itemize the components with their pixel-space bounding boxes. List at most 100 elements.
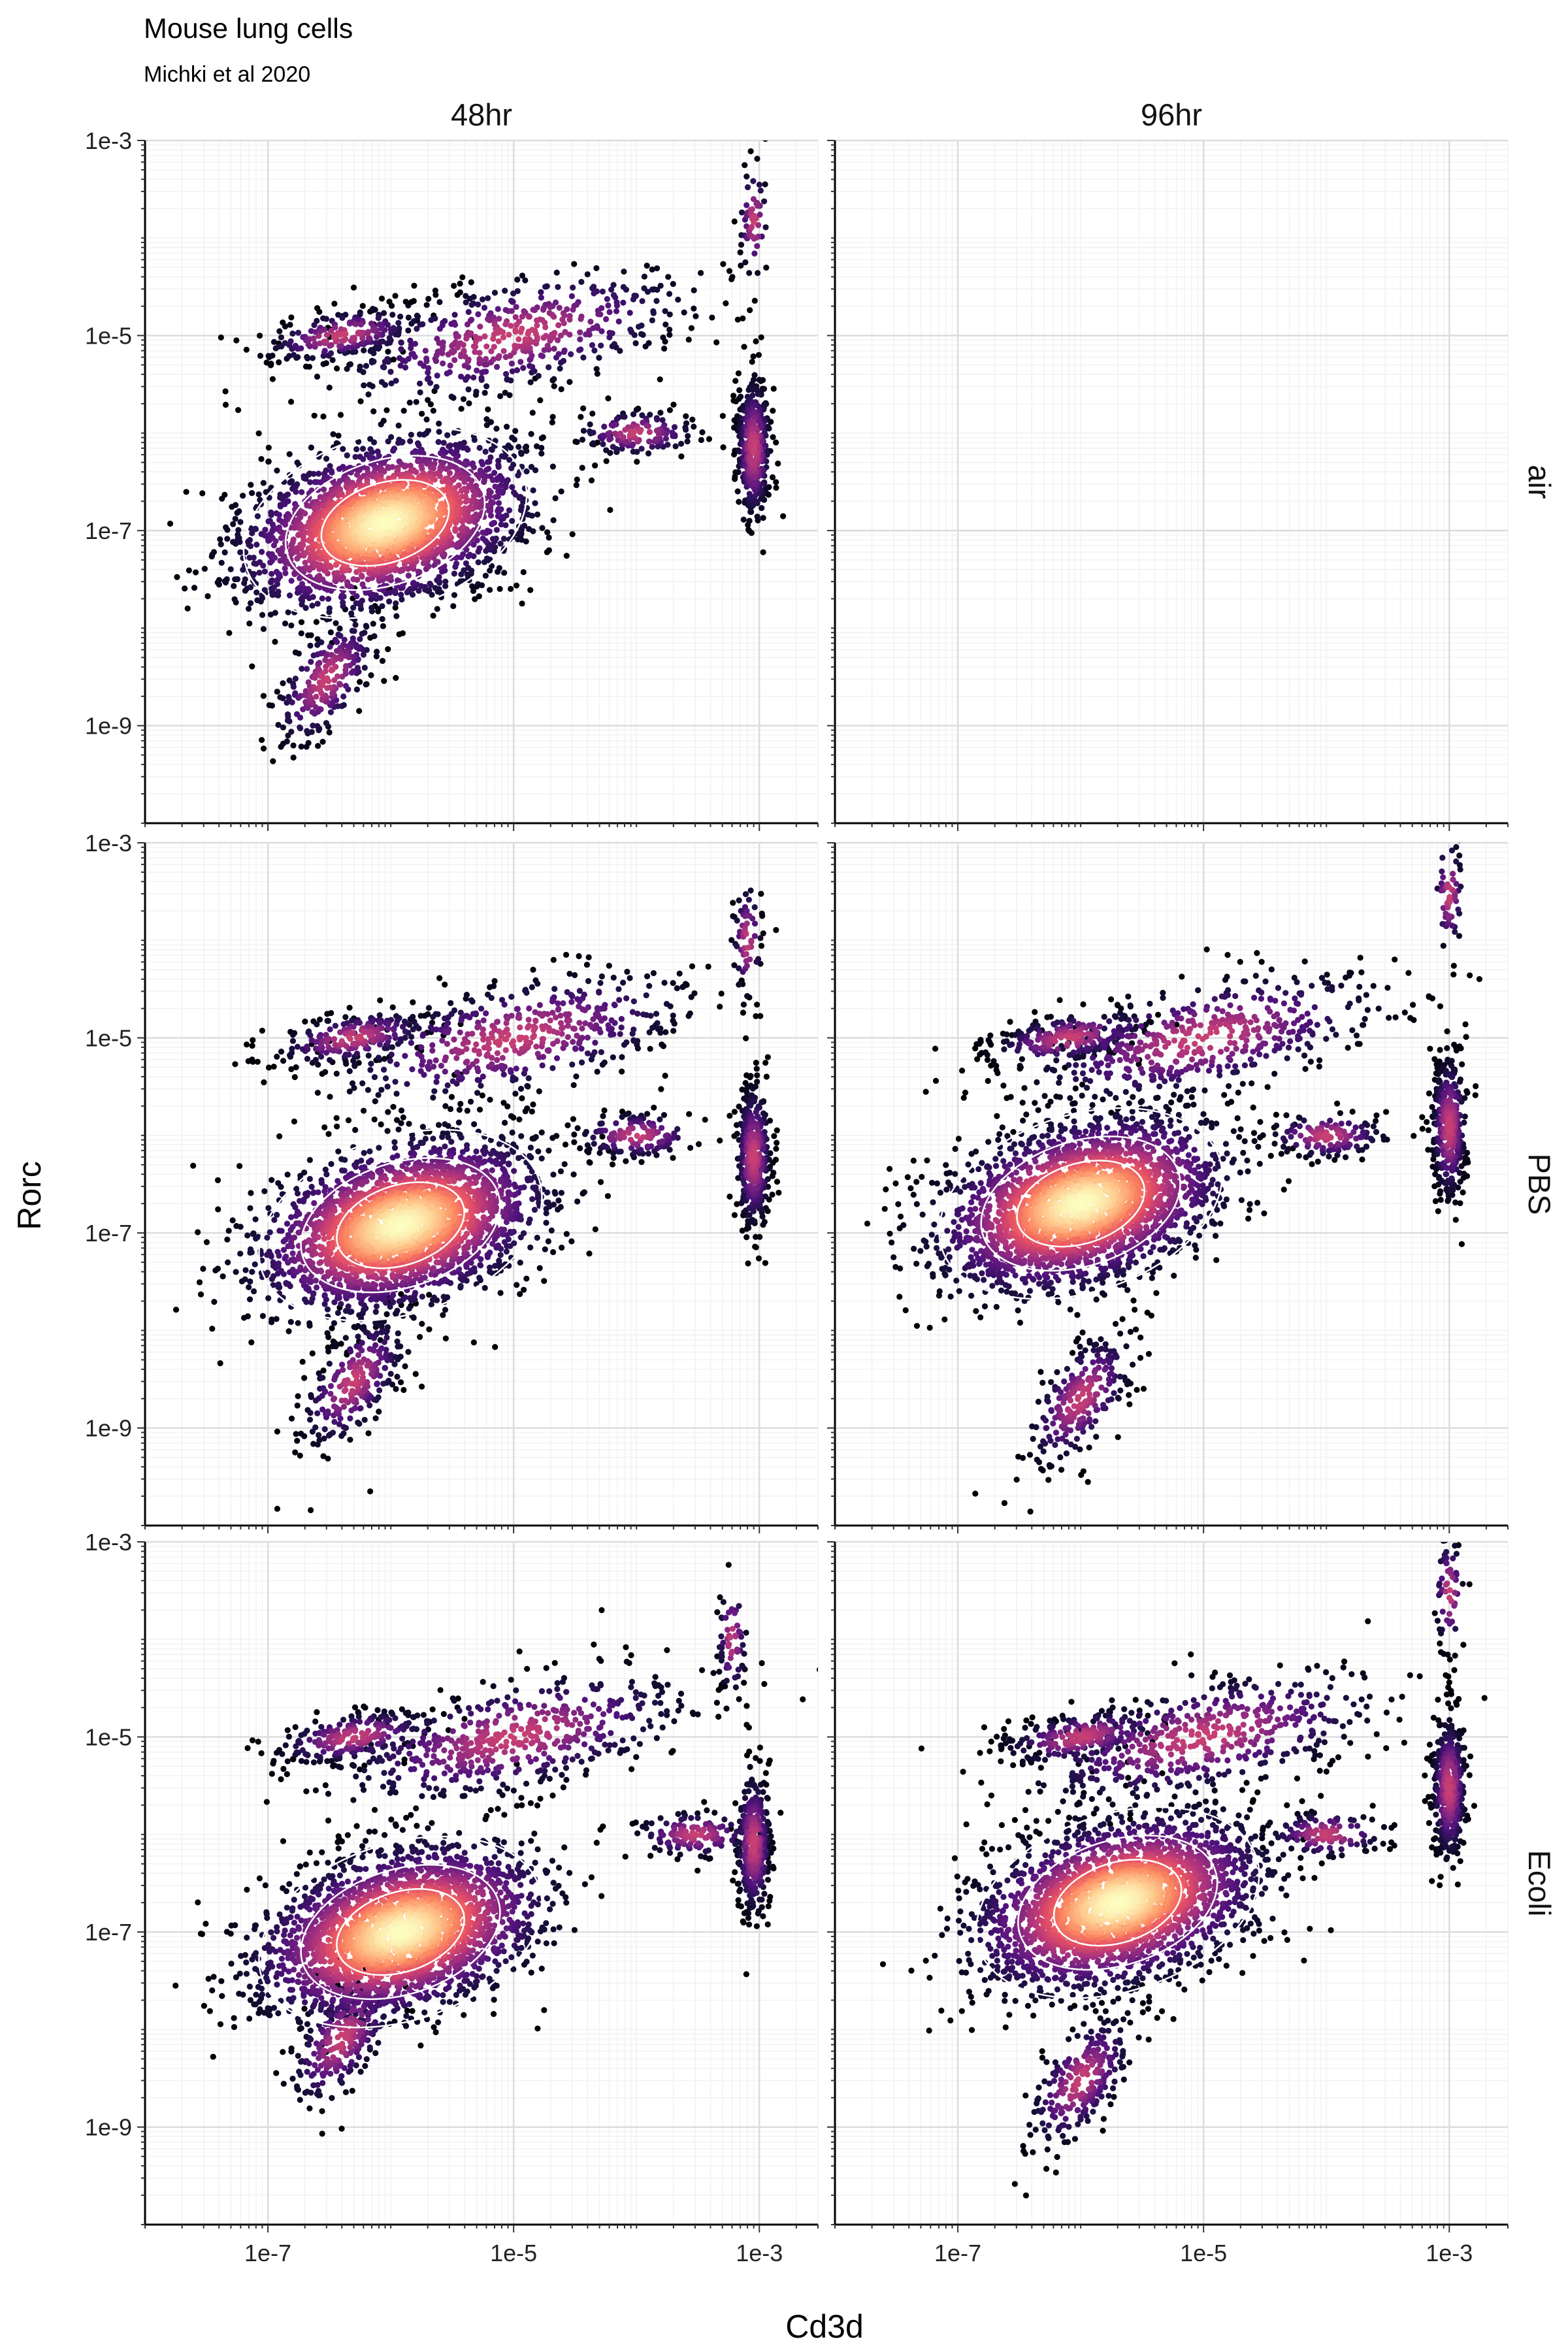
data-point [551,314,557,320]
data-point [355,330,361,336]
data-point [282,620,289,627]
data-point [325,1131,332,1137]
data-point [751,493,758,499]
data-point [589,285,596,291]
data-point [568,293,575,299]
data-point [329,357,336,363]
data-point [375,315,382,321]
data-point [487,587,493,593]
data-point [323,332,330,338]
data-point [749,386,757,393]
data-point [757,188,764,194]
data-point [466,551,473,558]
data-point [774,1127,780,1134]
data-point [770,434,776,440]
data-point [436,325,443,332]
data-point [389,1004,396,1011]
data-point [353,446,360,453]
data-point [448,1094,455,1100]
data-point [455,333,462,340]
data-point [758,495,764,502]
data-point [738,209,745,216]
data-point [492,1344,498,1350]
data-point [578,316,584,322]
data-point [348,670,355,676]
data-point [601,423,608,430]
data-point [669,429,676,436]
data-point [473,367,480,374]
data-point [749,233,755,240]
data-point [378,325,385,332]
data-point [755,222,762,229]
data-point [393,674,399,681]
data-point [420,450,427,457]
data-point [291,1074,298,1081]
data-point [758,943,765,949]
data-point [299,666,305,672]
data-point [558,386,564,393]
data-point [470,487,476,494]
data-point [506,507,513,514]
data-point [357,363,363,370]
data-point [685,433,691,439]
data-point [534,511,541,518]
data-point [570,1116,576,1122]
data-point [770,385,777,392]
data-point [270,758,276,764]
data-point [723,300,729,306]
data-point [416,442,422,449]
data-point [280,680,286,687]
data-point [248,1339,255,1346]
data-point [375,608,382,615]
data-point [762,140,768,142]
data-point [304,666,310,672]
data-point [331,677,338,683]
data-point [443,466,449,472]
data-point [451,282,457,289]
data-point [240,493,246,499]
data-point [464,321,471,328]
data-point [280,724,287,730]
data-point [483,355,489,363]
data-point [538,444,545,451]
data-point [433,384,440,390]
data-point [717,1137,723,1144]
data-point [406,399,413,406]
data-point [509,483,515,491]
data-point [495,457,502,464]
data-point [546,364,552,370]
data-point [276,359,282,366]
data-point [666,331,673,338]
data-point [274,467,280,474]
data-point [466,483,472,490]
data-point [773,484,779,491]
data-point [530,487,536,494]
y-tick-label: 1e-5 [85,323,132,350]
data-point [346,320,353,327]
data-point [250,554,257,561]
data-point [544,342,551,349]
data-point [557,365,563,372]
data-point [359,630,365,637]
data-point [288,314,295,321]
data-point [491,344,497,350]
data-point [586,1250,593,1257]
data-point [482,389,488,397]
data-point [561,320,567,327]
data-point [587,421,593,428]
data-point [316,549,322,555]
data-point [491,470,498,476]
data-point [249,1043,255,1049]
data-point [489,521,495,527]
data-point [302,688,309,694]
data-point [463,498,469,505]
data-point [475,581,482,587]
data-point [396,631,402,638]
data-point [327,644,333,650]
data-point [258,455,265,463]
data-point [281,553,287,560]
data-point [746,491,753,497]
data-point [242,576,248,583]
data-point [760,549,766,555]
data-point [619,446,625,452]
